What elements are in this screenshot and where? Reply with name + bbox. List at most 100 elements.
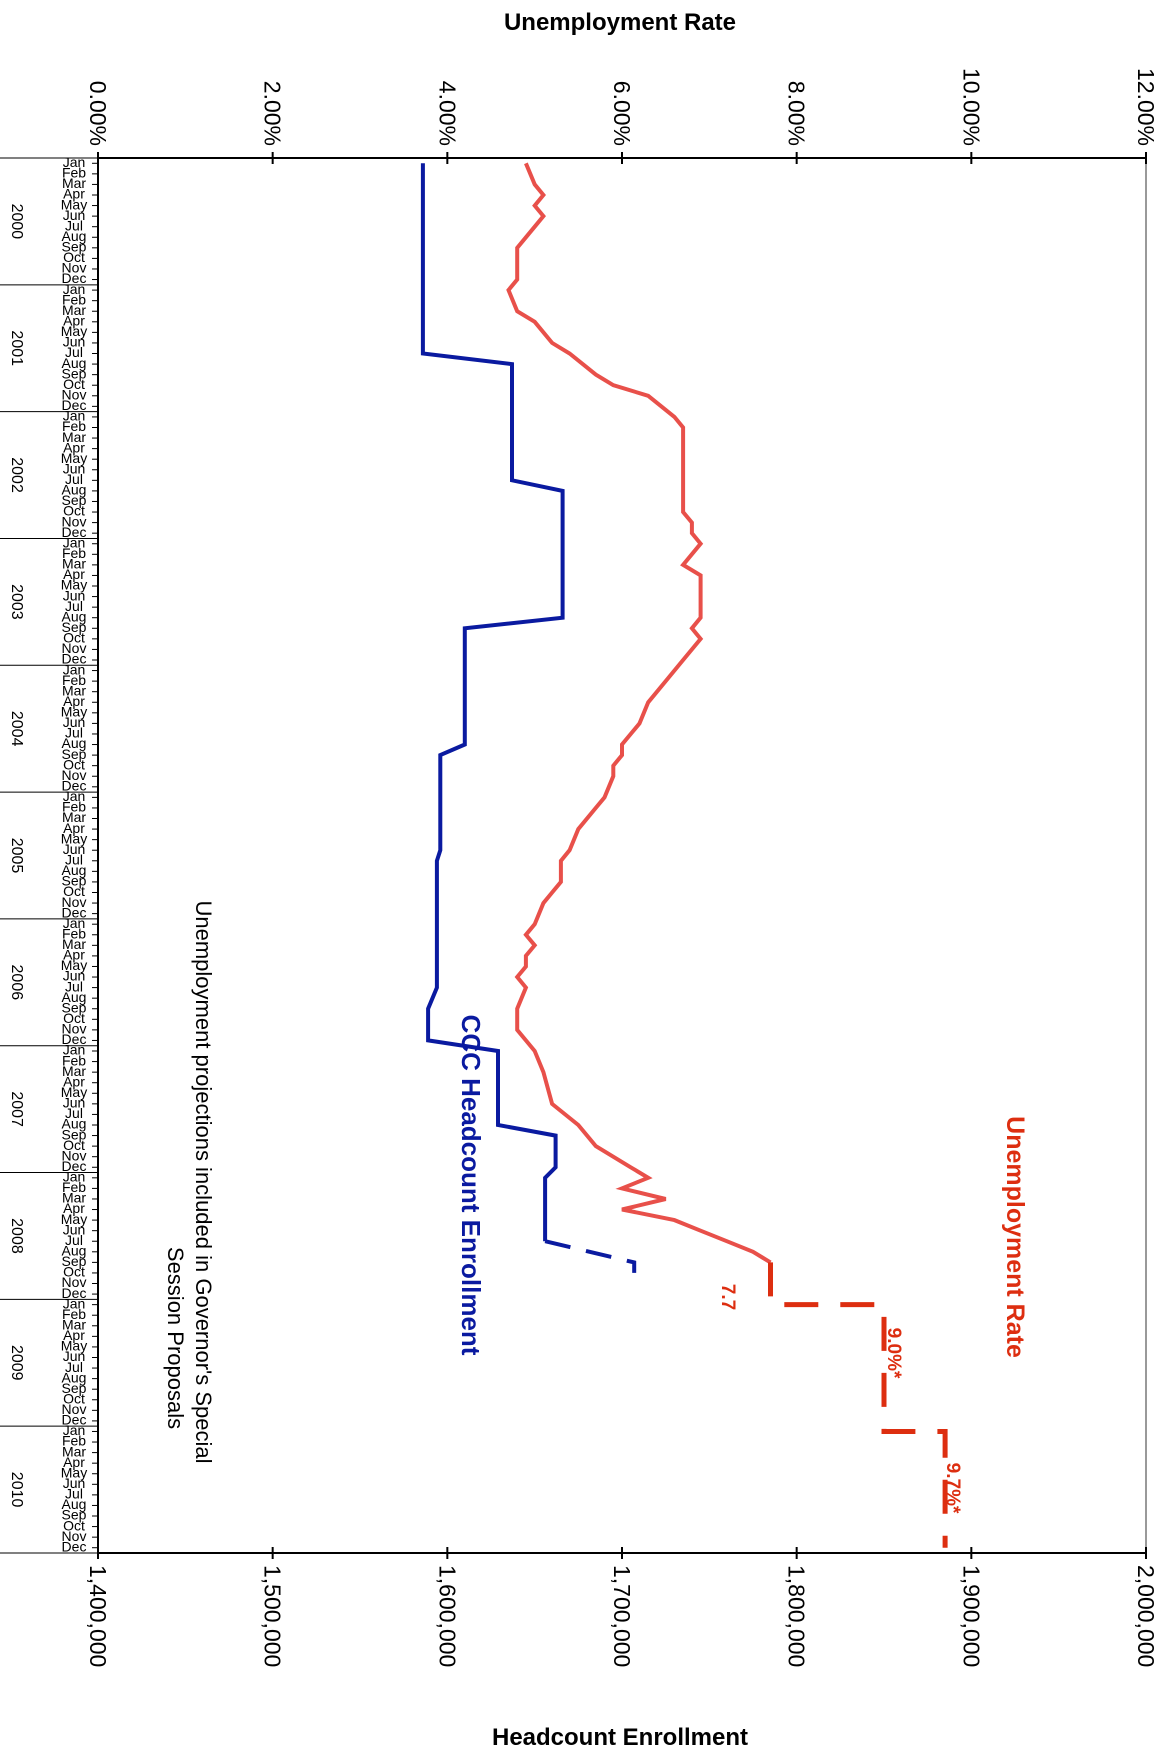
- month-label: Jul: [65, 1359, 83, 1375]
- enrollment-tick-label: 1,600,000: [434, 1565, 460, 1667]
- month-label: Jun: [63, 1475, 86, 1491]
- month-label: Sep: [62, 746, 87, 762]
- month-label: Apr: [63, 1327, 85, 1343]
- unemployment-ticks: 0.00% 2.00% 4.00% 6.00% 8.00% 10.00% 12.00%: [85, 68, 1159, 164]
- annotation-9-0: 9.0%*: [883, 1328, 904, 1379]
- month-label: Feb: [62, 165, 86, 181]
- month-label: Apr: [63, 693, 85, 709]
- month-label: Feb: [62, 672, 86, 688]
- month-label: May: [61, 1084, 87, 1100]
- month-label: Mar: [62, 1443, 86, 1459]
- month-label: Mar: [62, 429, 86, 445]
- month-label: Oct: [63, 1390, 85, 1406]
- month-label: May: [61, 323, 87, 339]
- month-label: Feb: [62, 1306, 86, 1322]
- month-label: Dec: [62, 524, 87, 540]
- month-label: Aug: [62, 482, 87, 498]
- legend-ccc-headcount-enrollment: CCC Headcount Enrollment: [456, 1015, 486, 1356]
- year-label: 2008: [8, 1218, 25, 1254]
- month-label: Sep: [62, 619, 87, 635]
- series-layer: [420, 162, 948, 1548]
- enrollment-tick-label: 2,000,000: [1133, 1565, 1159, 1667]
- unemployment-tick-label: 10.00%: [958, 68, 984, 146]
- month-label: Apr: [63, 1200, 85, 1216]
- month-label: Jul: [65, 217, 83, 233]
- year-label: 2007: [8, 1091, 25, 1127]
- month-label: Jul: [65, 851, 83, 867]
- month-label: Apr: [63, 1454, 85, 1470]
- month-label: Oct: [63, 883, 85, 899]
- month-label: Dec: [62, 397, 87, 413]
- month-label: Oct: [63, 630, 85, 646]
- unemployment-tick-label: 4.00%: [434, 81, 460, 146]
- year-label: 2005: [8, 838, 25, 874]
- month-label: Sep: [62, 873, 87, 889]
- month-label: Oct: [63, 1010, 85, 1026]
- month-label: May: [61, 830, 87, 846]
- month-label: Jun: [63, 1348, 86, 1364]
- enrollment-tick-label: 1,700,000: [609, 1565, 635, 1667]
- month-label: Sep: [62, 365, 87, 381]
- month-label: May: [61, 957, 87, 973]
- month-label: Oct: [63, 376, 85, 392]
- month-label: Sep: [62, 1507, 87, 1523]
- year-label: 2004: [8, 711, 25, 747]
- month-label: Aug: [62, 228, 87, 244]
- month-label: Jun: [63, 1095, 86, 1111]
- month-label: Feb: [62, 418, 86, 434]
- month-label: Feb: [62, 291, 86, 307]
- month-label: Oct: [63, 1517, 85, 1533]
- month-label: Dec: [62, 1158, 87, 1174]
- month-label: Aug: [62, 1496, 87, 1512]
- bottom-axis-title: Headcount Enrollment: [492, 1724, 748, 1751]
- month-label: Oct: [63, 756, 85, 772]
- month-label: Jul: [65, 978, 83, 994]
- month-label: Aug: [62, 1116, 87, 1132]
- year-label: 2010: [8, 1472, 25, 1508]
- month-label: May: [61, 1338, 87, 1354]
- month-label: Jun: [63, 207, 86, 223]
- month-label: Mar: [62, 1190, 86, 1206]
- month-label: Jul: [65, 1486, 83, 1502]
- month-label: Jun: [63, 968, 86, 984]
- projection-note-line2: Session Proposals: [163, 1247, 188, 1429]
- annotation-9-7: 9.7%*: [942, 1463, 963, 1514]
- year-label: 2002: [8, 457, 25, 493]
- month-label: May: [61, 196, 87, 212]
- legend-unemployment-rate: Unemployment Rate: [1001, 1116, 1029, 1358]
- month-label: Nov: [62, 260, 87, 276]
- month-label: Mar: [62, 809, 86, 825]
- month-label: Jun: [63, 587, 86, 603]
- ccc-enrollment-projection-line: [544, 1239, 637, 1273]
- month-label: May: [61, 450, 87, 466]
- month-label: Jul: [65, 471, 83, 487]
- month-label: Feb: [62, 545, 86, 561]
- month-label: Apr: [63, 947, 85, 963]
- month-label: Oct: [63, 503, 85, 519]
- month-label: Oct: [63, 249, 85, 265]
- month-label: Aug: [62, 989, 87, 1005]
- month-label: Sep: [62, 1253, 87, 1269]
- enrollment-tick-label: 1,400,000: [85, 1565, 111, 1667]
- enrollment-tick-label: 1,900,000: [958, 1565, 984, 1667]
- month-label: Feb: [62, 1052, 86, 1068]
- month-label: Apr: [63, 820, 85, 836]
- month-label: Jul: [65, 725, 83, 741]
- unemployment-tick-label: 12.00%: [1133, 68, 1159, 146]
- month-label: Nov: [62, 1147, 87, 1163]
- unemployment-tick-label: 0.00%: [85, 81, 111, 146]
- top-axis-title: Unemployment Rate: [504, 9, 736, 36]
- month-label: May: [61, 1464, 87, 1480]
- month-label: Dec: [62, 1031, 87, 1047]
- month-label: Jul: [65, 1105, 83, 1121]
- month-label: Aug: [62, 735, 87, 751]
- month-label: Jul: [65, 1232, 83, 1248]
- month-label: Feb: [62, 925, 86, 941]
- month-label: Mar: [62, 302, 86, 318]
- month-label: Apr: [63, 1073, 85, 1089]
- month-label: Apr: [63, 566, 85, 582]
- month-label: Jun: [63, 334, 86, 350]
- month-label: Mar: [62, 936, 86, 952]
- month-label: Sep: [62, 1380, 87, 1396]
